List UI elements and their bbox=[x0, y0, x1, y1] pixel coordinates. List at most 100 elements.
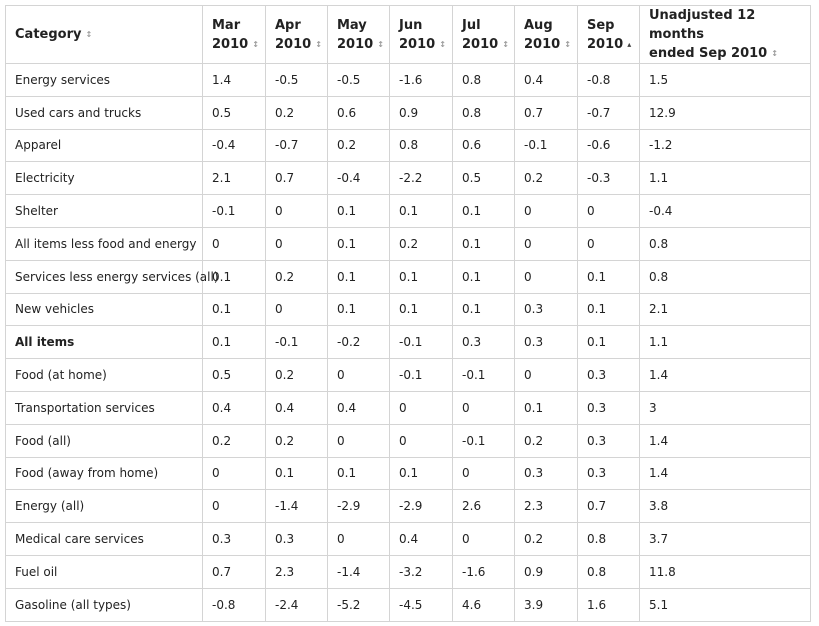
value-cell: -0.4 bbox=[327, 161, 390, 196]
value-cell: 0.1 bbox=[577, 292, 640, 327]
column-header-label: Mar bbox=[212, 17, 241, 33]
value-cell: 2.3 bbox=[514, 489, 578, 524]
value-cell: 0.6 bbox=[327, 95, 390, 130]
value-cell: 1.1 bbox=[639, 161, 811, 196]
row-category-cell: Energy services bbox=[5, 63, 203, 97]
value-cell: 0.1 bbox=[389, 456, 453, 491]
value-cell: 0.1 bbox=[452, 292, 515, 327]
value-cell: 0.4 bbox=[202, 390, 266, 425]
value-cell: -2.9 bbox=[389, 489, 453, 524]
value-cell: 0 bbox=[577, 226, 640, 261]
value-cell: 0.1 bbox=[327, 194, 390, 228]
value-cell: 0.1 bbox=[327, 292, 390, 327]
column-header-label: 2010 bbox=[275, 36, 312, 52]
value-cell: 0.2 bbox=[514, 161, 578, 196]
value-cell: -0.8 bbox=[202, 587, 266, 622]
table-row: Apparel -0.4 -0.7 0.2 0.8 0.6 -0.1 -0.6 -1.2 bbox=[5, 128, 811, 163]
value-cell: 0.1 bbox=[202, 325, 266, 360]
column-header-label: Jul bbox=[462, 17, 481, 33]
value-cell: 0 bbox=[265, 194, 328, 228]
table-row: New vehicles 0.1 0 0.1 0.1 0.1 0.3 0.1 2.1 bbox=[5, 292, 811, 327]
column-header-1[interactable]: Mar 2010 ↕ bbox=[202, 5, 266, 64]
table-row: Food (away from home) 0 0.1 0.1 0.1 0 0.3 0.3 1.… bbox=[5, 456, 811, 491]
value-cell: 0.1 bbox=[577, 325, 640, 360]
value-cell: 0.1 bbox=[327, 456, 390, 491]
value-cell: 2.3 bbox=[265, 554, 328, 589]
header-row: Category ↕ Mar 2010 ↕ Apr 2010 ↕ May 2010 ↕ Jun 2010… bbox=[5, 5, 811, 64]
table-row: Services less energy services (all) 0.1 0.… bbox=[5, 259, 811, 294]
value-cell: 0.4 bbox=[265, 390, 328, 425]
row-category-cell: Energy (all) bbox=[5, 489, 203, 524]
value-cell: 0.3 bbox=[452, 325, 515, 360]
value-cell: 0 bbox=[265, 226, 328, 261]
value-cell: 0.2 bbox=[265, 95, 328, 130]
row-category-cell: Apparel bbox=[5, 128, 203, 163]
column-header-8[interactable]: Unadjusted 12 months ended Sep 2010 ↕ bbox=[639, 5, 811, 64]
table-body: Energy services 1.4 -0.5 -0.5 -1.6 0.8 0.4 -0.8… bbox=[5, 63, 811, 622]
column-header-label: May bbox=[337, 17, 367, 33]
value-cell: 0.6 bbox=[452, 128, 515, 163]
value-cell: 1.1 bbox=[639, 325, 811, 360]
value-cell: 0.3 bbox=[577, 456, 640, 491]
value-cell: -1.6 bbox=[452, 554, 515, 589]
value-cell: 2.1 bbox=[639, 292, 811, 327]
value-cell: -2.4 bbox=[265, 587, 328, 622]
row-category-cell: Electricity bbox=[5, 161, 203, 196]
value-cell: 2.1 bbox=[202, 161, 266, 196]
column-header-5[interactable]: Jul 2010 ↕ bbox=[452, 5, 515, 64]
column-header-label: 2010 bbox=[524, 36, 561, 52]
table-row: Food (all) 0.2 0.2 0 0 -0.1 0.2 0.3 1.4 bbox=[5, 423, 811, 458]
sort-both-icon[interactable]: ↕ bbox=[771, 49, 778, 58]
value-cell: 0 bbox=[202, 226, 266, 261]
value-cell: 0.1 bbox=[452, 226, 515, 261]
column-header-3[interactable]: May 2010 ↕ bbox=[327, 5, 390, 64]
value-cell: 0.8 bbox=[639, 259, 811, 294]
value-cell: 0.5 bbox=[452, 161, 515, 196]
value-cell: -5.2 bbox=[327, 587, 390, 622]
value-cell: 0.2 bbox=[389, 226, 453, 261]
value-cell: 0.7 bbox=[514, 95, 578, 130]
value-cell: 0.1 bbox=[514, 390, 578, 425]
row-category-cell: Food (at home) bbox=[5, 358, 203, 392]
table-row: Energy services 1.4 -0.5 -0.5 -1.6 0.8 0.4 -0.8… bbox=[5, 63, 811, 97]
sort-both-icon[interactable]: ↕ bbox=[252, 39, 259, 49]
column-header-label: Category bbox=[15, 27, 82, 42]
value-cell: 0 bbox=[265, 292, 328, 327]
value-cell: 0.1 bbox=[452, 259, 515, 294]
value-cell: 0.7 bbox=[577, 489, 640, 524]
column-header-7[interactable]: Sep 2010 ▴ bbox=[577, 5, 640, 64]
value-cell: -0.1 bbox=[514, 128, 578, 163]
row-category-cell: Medical care services bbox=[5, 522, 203, 556]
value-cell: 0.4 bbox=[514, 63, 578, 97]
value-cell: 0 bbox=[577, 194, 640, 228]
column-header-4[interactable]: Jun 2010 ↕ bbox=[389, 5, 453, 64]
column-header-label: 2010 bbox=[337, 36, 374, 52]
sort-both-icon[interactable]: ↕ bbox=[315, 39, 322, 49]
value-cell: 0.8 bbox=[389, 128, 453, 163]
column-header-category[interactable]: Category ↕ bbox=[5, 5, 203, 64]
column-header-6[interactable]: Aug 2010 ↕ bbox=[514, 5, 578, 64]
value-cell: 0 bbox=[514, 259, 578, 294]
value-cell: 0.8 bbox=[577, 554, 640, 589]
table-row: Medical care services 0.3 0.3 0 0.4 0 0.2 0.8 3.… bbox=[5, 522, 811, 556]
sort-both-icon[interactable]: ↕ bbox=[85, 30, 93, 39]
column-header-label: Apr bbox=[275, 17, 301, 33]
value-cell: 0.1 bbox=[389, 194, 453, 228]
row-category-cell: Gasoline (all types) bbox=[5, 587, 203, 622]
sort-both-icon[interactable]: ↕ bbox=[502, 39, 509, 49]
sort-both-icon[interactable]: ↕ bbox=[377, 39, 384, 49]
value-cell: 0.9 bbox=[514, 554, 578, 589]
row-category-cell: Shelter bbox=[5, 194, 203, 228]
sort-both-icon[interactable]: ↕ bbox=[439, 39, 446, 49]
value-cell: -2.9 bbox=[327, 489, 390, 524]
column-header-label: Sep bbox=[587, 17, 615, 33]
value-cell: -1.4 bbox=[327, 554, 390, 589]
value-cell: 5.1 bbox=[639, 587, 811, 622]
value-cell: 0 bbox=[327, 423, 390, 458]
value-cell: -4.5 bbox=[389, 587, 453, 622]
value-cell: 0 bbox=[389, 390, 453, 425]
value-cell: -0.6 bbox=[577, 128, 640, 163]
sort-ascending-icon[interactable]: ▴ bbox=[627, 39, 632, 49]
column-header-2[interactable]: Apr 2010 ↕ bbox=[265, 5, 328, 64]
sort-both-icon[interactable]: ↕ bbox=[564, 39, 571, 49]
